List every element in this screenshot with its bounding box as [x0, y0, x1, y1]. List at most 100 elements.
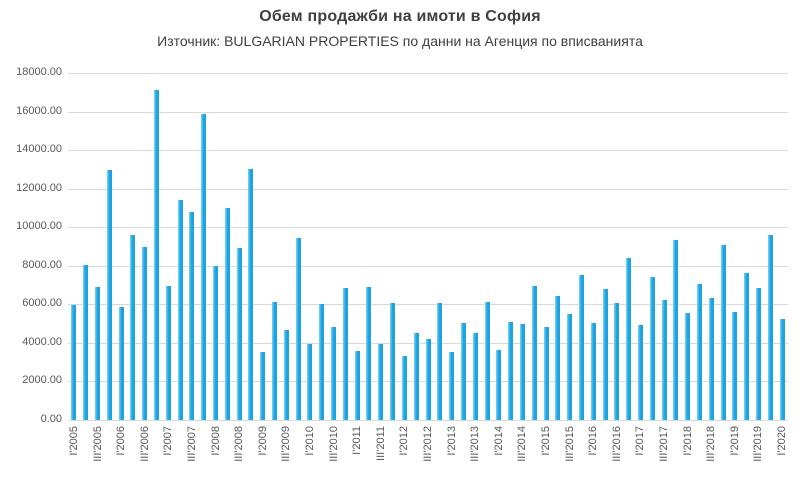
bar: [189, 211, 195, 420]
x-axis-tick-label: I'2017: [634, 426, 647, 456]
chart-subtitle: Източник: BULGARIAN PROPERTIES по данни …: [157, 33, 643, 49]
bar: [578, 275, 584, 420]
x-axis-tick-label: III'2009: [280, 426, 293, 462]
y-axis-tick-label: 8000.00: [22, 258, 62, 271]
bar: [673, 239, 679, 420]
y-axis-tick-label: 16000.00: [16, 104, 62, 117]
bar: [484, 302, 490, 420]
gridline: [68, 304, 788, 306]
x-axis-tick-label: I'2011: [351, 426, 364, 455]
y-axis-tick-label: 14000.00: [16, 143, 62, 156]
bar: [378, 343, 384, 420]
bar: [354, 350, 360, 420]
bar: [661, 299, 667, 420]
y-axis-tick-label: 18000.00: [16, 66, 62, 78]
bar: [295, 237, 301, 420]
bar: [590, 322, 596, 420]
bar: [260, 351, 266, 420]
bar: [649, 277, 655, 420]
y-axis-tick-label: 2000.00: [22, 374, 62, 387]
bar: [413, 333, 419, 420]
x-axis-tick-label: III'2005: [91, 426, 104, 462]
bar: [696, 284, 702, 420]
x-axis-tick-label: I'2009: [256, 426, 269, 456]
x-axis-tick-label: III'2017: [658, 426, 671, 462]
bar: [460, 322, 466, 420]
bar: [248, 169, 254, 420]
x-axis-tick-label: III'2019: [752, 426, 765, 462]
bar: [236, 248, 242, 420]
bar: [331, 326, 337, 420]
bar: [83, 264, 89, 420]
x-axis-tick-label: III'2006: [138, 426, 151, 462]
x-axis-tick-label: I'2020: [776, 426, 789, 456]
bar: [531, 286, 537, 420]
x-axis-tick-label: III'2011: [374, 426, 387, 461]
bar: [626, 258, 632, 420]
bar: [142, 247, 148, 420]
bar: [519, 323, 525, 420]
bar: [602, 288, 608, 420]
x-axis-tick-label: I'2013: [445, 426, 458, 456]
bar: [390, 303, 396, 420]
x-axis-tick-label: I'2016: [587, 426, 600, 456]
bar: [154, 90, 160, 420]
bar: [319, 304, 325, 420]
bar: [685, 313, 691, 420]
x-axis-tick-label: III'2012: [422, 426, 434, 462]
bar: [555, 295, 561, 420]
bar: [744, 272, 750, 420]
bar: [118, 307, 124, 420]
bar: [732, 312, 738, 420]
x-axis-tick-label: I'2007: [162, 426, 175, 456]
bar: [213, 265, 219, 420]
y-axis-tick-label: 0.00: [40, 413, 62, 425]
x-axis-tick-label: III'2015: [563, 426, 576, 462]
x-axis-tick-label: III'2014: [516, 426, 529, 462]
x-axis-tick-label: III'2007: [185, 426, 198, 462]
bar: [567, 313, 573, 420]
x-axis-tick-label: I'2010: [303, 426, 316, 456]
bar: [755, 287, 761, 420]
bar: [201, 114, 207, 420]
bar: [106, 170, 112, 420]
x-axis-tick-label: III'2008: [233, 426, 246, 462]
gridline: [68, 111, 788, 113]
bar: [401, 356, 407, 420]
gridline: [68, 188, 788, 190]
bar: [224, 207, 230, 420]
bar: [130, 234, 136, 420]
x-axis-tick-label: I'2019: [728, 426, 741, 456]
chart-title: Обем продажби на имоти в София: [259, 8, 541, 25]
bar: [342, 287, 348, 420]
bar: [472, 333, 478, 420]
x-axis-tick-label: I'2014: [492, 426, 505, 456]
bar: [496, 349, 502, 420]
y-axis-tick-label: 10000.00: [16, 220, 62, 233]
y-axis-tick-label: 12000.00: [16, 181, 62, 194]
bar: [614, 303, 620, 420]
bar: [779, 318, 785, 420]
x-axis-tick-label: I'2006: [115, 426, 128, 456]
x-axis-tick-label: III'2016: [610, 426, 623, 462]
x-axis-tick-label: III'2013: [469, 426, 482, 462]
x-axis-tick-label: III'2018: [705, 426, 718, 462]
bar: [165, 286, 171, 420]
bar: [508, 321, 514, 420]
x-axis-tick-label: I'2012: [398, 426, 411, 456]
gridline: [68, 420, 788, 421]
bar: [720, 244, 726, 420]
gridline: [68, 227, 788, 229]
bar: [177, 200, 183, 420]
gridline: [68, 73, 788, 74]
bar: [425, 339, 431, 420]
y-axis-tick-label: 6000.00: [22, 297, 62, 310]
x-axis-tick-label: III'2010: [327, 426, 340, 462]
x-axis-tick-label: I'2015: [540, 426, 553, 456]
bar: [71, 305, 77, 420]
bar: [449, 351, 455, 420]
x-axis-tick-label: I'2005: [67, 426, 80, 456]
x-axis-tick-label: I'2008: [209, 426, 222, 456]
bar: [637, 324, 643, 420]
